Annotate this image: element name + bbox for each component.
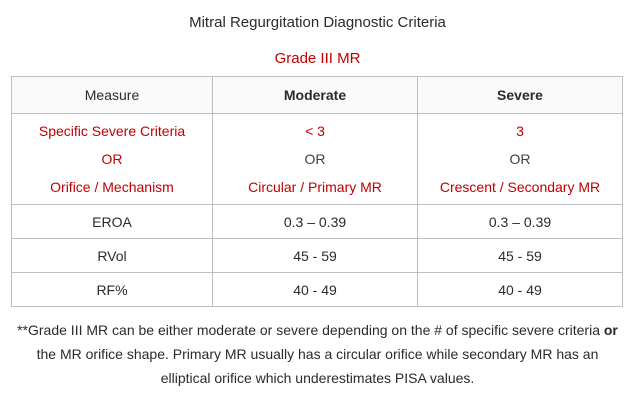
row-measure: RVol (11, 238, 213, 273)
row-severe: 45 - 59 (417, 238, 623, 273)
criteria-moderate-cell: < 3 OR Circular / Primary MR (212, 113, 418, 205)
moderate-orifice: Circular / Primary MR (248, 179, 382, 195)
table-header-row: Measure Moderate Severe (11, 76, 623, 114)
severe-or: OR (509, 151, 531, 167)
header-severe: Severe (417, 76, 623, 114)
footnote-text-2: the MR orifice shape. Primary MR usually… (36, 346, 599, 386)
row-moderate: 45 - 59 (212, 238, 418, 273)
table-row: EROA 0.3 – 0.39 0.3 – 0.39 (11, 204, 623, 239)
severe-count: 3 (516, 123, 524, 139)
severe-orifice: Crescent / Secondary MR (439, 179, 601, 195)
table-row: RF% 40 - 49 40 - 49 (11, 272, 623, 307)
header-moderate: Moderate (212, 76, 418, 114)
criteria-table: Measure Moderate Severe Specific Severe … (11, 76, 623, 307)
footnote: **Grade III MR can be either moderate or… (10, 318, 625, 390)
row-severe: 40 - 49 (417, 272, 623, 307)
footnote-text-1: **Grade III MR can be either moderate or… (17, 322, 600, 338)
header-measure: Measure (11, 76, 213, 114)
moderate-or: OR (304, 151, 326, 167)
row-severe: 0.3 – 0.39 (417, 204, 623, 239)
row-measure: EROA (11, 204, 213, 239)
page-subtitle: Grade III MR (274, 50, 361, 67)
row-moderate: 40 - 49 (212, 272, 418, 307)
table-row: RVol 45 - 59 45 - 59 (11, 238, 623, 273)
criteria-label-specific: Specific Severe Criteria (38, 123, 186, 139)
moderate-count: < 3 (305, 123, 325, 139)
footnote-bold-or: or (603, 322, 618, 338)
row-moderate: 0.3 – 0.39 (212, 204, 418, 239)
criteria-label-orifice: Orifice / Mechanism (50, 179, 174, 195)
page-title: Mitral Regurgitation Diagnostic Criteria (189, 14, 446, 31)
criteria-label-or: OR (101, 151, 123, 167)
criteria-measure-cell: Specific Severe Criteria OR Orifice / Me… (11, 113, 213, 205)
criteria-severe-cell: 3 OR Crescent / Secondary MR (417, 113, 623, 205)
criteria-row: Specific Severe Criteria OR Orifice / Me… (11, 113, 623, 205)
row-measure: RF% (11, 272, 213, 307)
